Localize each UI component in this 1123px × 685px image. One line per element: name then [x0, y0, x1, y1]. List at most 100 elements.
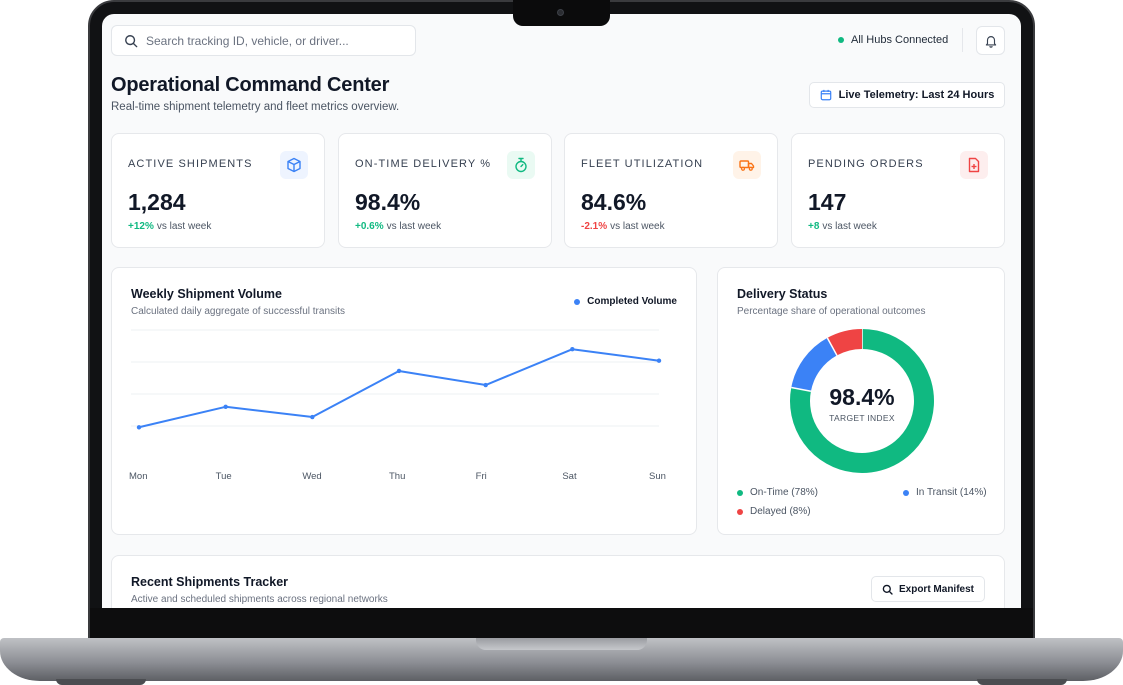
x-tick-label: Sun	[649, 471, 666, 482]
donut-center-value: 98.4%	[829, 384, 895, 410]
kpi-change: +8 vs last week	[808, 221, 877, 232]
package-icon	[280, 151, 308, 179]
legend-dot	[737, 489, 743, 496]
kpi-change: +12% vs last week	[128, 221, 211, 232]
kpi-change-suffix: vs last week	[610, 221, 665, 232]
legend-dot	[737, 508, 743, 515]
donut-subtitle: Percentage share of operational outcomes	[737, 306, 926, 317]
x-tick-label: Sat	[562, 471, 577, 482]
hub-status-label: All Hubs Connected	[851, 34, 949, 46]
delivery-status-card: Delivery Status Percentage share of oper…	[717, 267, 1005, 535]
notifications-button[interactable]	[976, 26, 1005, 55]
kpi-card-fleet-utilization[interactable]: FLEET UTILIZATION 84.6% -2.1% vs last wee…	[564, 133, 778, 248]
series-line-completed-volume	[138, 348, 660, 429]
kpi-change-value: +8	[808, 221, 820, 232]
x-tick-label: Thu	[389, 471, 406, 482]
kpi-value: 84.6%	[581, 189, 647, 215]
data-point-sat[interactable]	[570, 347, 575, 352]
recent-shipments-card: Recent Shipments Tracker Active and sche…	[111, 555, 1005, 608]
lid-notch	[476, 638, 647, 650]
x-tick-label: Fri	[475, 471, 487, 482]
bell-icon	[985, 35, 996, 48]
data-point-sun[interactable]	[656, 358, 662, 363]
kpi-change: +0.6% vs last week	[355, 221, 441, 232]
kpi-change-value: +12%	[128, 221, 154, 232]
page-subtitle: Real-time shipment telemetry and fleet m…	[111, 101, 400, 113]
x-tick-label: Wed	[302, 471, 322, 482]
laptop-base	[0, 638, 1123, 681]
data-point-tue[interactable]	[223, 404, 228, 409]
legend-label: Completed Volume	[587, 296, 677, 307]
kpi-change-suffix: vs last week	[156, 221, 212, 232]
export-manifest-button[interactable]: Export Manifest	[871, 576, 985, 602]
page-title: Operational Command Center	[111, 74, 390, 96]
donut-slice-delayed[interactable]	[827, 329, 863, 356]
x-tick-label: Mon	[129, 471, 148, 482]
truck-icon	[733, 151, 761, 179]
status-dot	[838, 37, 844, 43]
chart-legend: Completed Volume	[574, 296, 677, 307]
export-label: Export Manifest	[898, 583, 974, 595]
file-plus-icon	[960, 151, 988, 179]
telemetry-label: Live Telemetry: Last 24 Hours	[838, 89, 995, 101]
data-point-fri[interactable]	[483, 382, 488, 388]
kpi-value: 1,284	[128, 189, 186, 215]
laptop-foot	[56, 679, 146, 685]
slice-separator	[826, 337, 838, 356]
stopwatch-icon	[507, 151, 535, 179]
recent-subtitle: Active and scheduled shipments across re…	[131, 594, 388, 605]
legend-label: In Transit (14%)	[916, 487, 987, 498]
legend-label: Delayed (8%)	[750, 506, 811, 517]
kpi-change-suffix: vs last week	[822, 221, 877, 232]
kpi-change-value: +0.6%	[355, 221, 384, 232]
camera-notch	[513, 0, 610, 26]
donut-title: Delivery Status	[737, 287, 828, 301]
telemetry-range-button[interactable]: Live Telemetry: Last 24 Hours	[809, 82, 1005, 108]
slice-separator	[791, 386, 812, 392]
chart-subtitle: Calculated daily aggregate of successful…	[131, 306, 346, 317]
kpi-label: FLEET UTILIZATION	[581, 158, 704, 170]
legend-dot	[574, 298, 581, 305]
kpi-card-pending-orders[interactable]: PENDING ORDERS 147 +8 vs last week	[791, 133, 1005, 248]
legend-in-transit: In Transit (14%)	[903, 487, 987, 498]
calendar-icon	[820, 89, 831, 101]
data-point-wed[interactable]	[310, 414, 315, 420]
weekly-line-chart	[131, 329, 662, 430]
legend-on-time: On-Time (78%)	[737, 487, 818, 498]
donut-slice-on-time[interactable]	[790, 329, 934, 473]
chart-title: Weekly Shipment Volume	[131, 287, 282, 301]
kpi-label: ACTIVE SHIPMENTS	[128, 158, 253, 170]
camera-icon	[557, 9, 564, 16]
data-point-thu[interactable]	[396, 368, 402, 374]
kpi-card-on-time-delivery[interactable]: ON-TIME DELIVERY % 98.4% +0.6% vs last we…	[338, 133, 552, 248]
legend-delayed: Delayed (8%)	[737, 506, 811, 517]
kpi-change-suffix: vs last week	[386, 221, 442, 232]
delivery-donut-chart	[790, 329, 934, 473]
kpi-label: PENDING ORDERS	[808, 158, 924, 170]
laptop-foot	[977, 679, 1067, 685]
app-screen: All Hubs Connected Operational Command C…	[102, 14, 1021, 608]
legend-dot	[903, 489, 909, 496]
kpi-change: -2.1% vs last week	[581, 221, 665, 232]
donut-slice-in-transit[interactable]	[791, 337, 838, 392]
recent-title: Recent Shipments Tracker	[131, 575, 289, 589]
kpi-card-active-shipments[interactable]: ACTIVE SHIPMENTS 1,284 +12% vs last week	[111, 133, 325, 248]
search-icon	[125, 34, 138, 47]
kpi-change-value: -2.1%	[581, 221, 608, 232]
legend-label: On-Time (78%)	[750, 487, 818, 498]
search-bar[interactable]	[111, 25, 416, 56]
weekly-volume-card: Weekly Shipment Volume Calculated daily …	[111, 267, 697, 535]
kpi-label: ON-TIME DELIVERY %	[355, 158, 492, 170]
x-tick-label: Tue	[215, 471, 232, 482]
laptop-bezel	[90, 608, 1033, 640]
kpi-value: 98.4%	[355, 189, 421, 215]
divider	[962, 28, 963, 52]
search-input[interactable]	[146, 33, 406, 48]
top-bar: All Hubs Connected	[102, 14, 1021, 68]
donut-center-label: TARGET INDEX	[829, 413, 895, 423]
search-icon	[882, 584, 893, 595]
kpi-value: 147	[808, 189, 847, 215]
data-point-mon[interactable]	[136, 425, 142, 430]
hub-status: All Hubs Connected	[838, 34, 948, 46]
